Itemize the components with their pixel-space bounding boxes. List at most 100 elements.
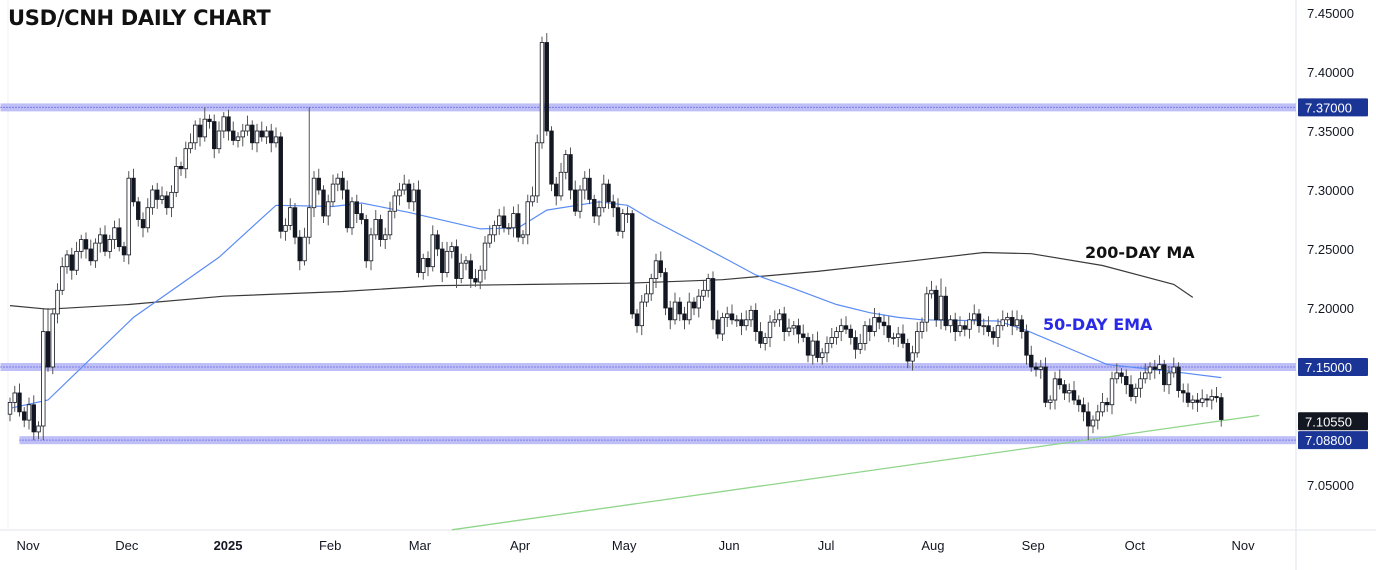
candle-body-up	[967, 319, 972, 330]
candle-body-down	[1033, 366, 1039, 370]
candle-body-up	[1200, 398, 1205, 403]
candle	[634, 309, 640, 333]
candle-body-down	[1181, 390, 1186, 394]
candle	[131, 168, 136, 207]
candle	[1010, 310, 1015, 336]
candle-body-up	[834, 331, 839, 338]
candle	[796, 318, 801, 344]
candle	[254, 123, 260, 153]
candle	[1200, 389, 1205, 408]
candle-body-up	[862, 325, 868, 344]
candle	[1014, 310, 1020, 331]
candle-body-up	[50, 313, 55, 368]
candle	[848, 324, 853, 345]
candle	[772, 310, 777, 327]
candle	[83, 232, 89, 259]
candle-body-up	[373, 219, 378, 236]
candle-body-down	[554, 183, 559, 197]
candle	[497, 208, 502, 235]
candle	[725, 306, 730, 327]
candle-body-down	[867, 325, 872, 333]
candle	[112, 220, 117, 249]
candle-body-down	[1010, 317, 1015, 327]
candle-body-down	[943, 295, 948, 327]
candle-body-up	[649, 278, 654, 295]
candle	[701, 280, 706, 301]
candle	[810, 333, 815, 365]
candle	[687, 292, 692, 325]
candle	[729, 304, 735, 325]
candle	[1000, 310, 1005, 331]
candle-body-up	[929, 289, 934, 295]
candle	[506, 223, 511, 235]
candle-body-up	[283, 224, 288, 232]
candle	[1171, 357, 1176, 378]
candle-body-up	[896, 333, 901, 338]
candle-body-up	[41, 331, 46, 427]
candle	[554, 177, 559, 206]
candle	[644, 284, 649, 307]
candle-body-up	[625, 213, 630, 216]
candle	[1024, 324, 1029, 365]
candle-body-down	[231, 130, 236, 141]
candle-body-down	[805, 337, 811, 356]
candle	[777, 309, 782, 327]
candle	[706, 273, 711, 298]
candle	[340, 171, 345, 200]
candle-body-up	[174, 165, 179, 193]
x-tick-label: Oct	[1125, 538, 1146, 553]
candle	[383, 227, 388, 249]
level-price-label-bg	[1298, 431, 1368, 450]
candle	[69, 247, 74, 280]
candle	[98, 227, 103, 253]
candle	[663, 267, 668, 316]
candle-body-down	[753, 309, 758, 332]
candle-body-up	[725, 313, 730, 318]
candle-body-up	[1067, 390, 1072, 394]
candle	[292, 202, 298, 245]
candle-body-up	[1090, 419, 1096, 427]
candle-body-down	[953, 319, 958, 332]
x-tick-label: May	[612, 538, 637, 553]
candle-body-up	[1048, 399, 1053, 403]
candle-body-up	[64, 254, 70, 268]
candle-body-up	[706, 278, 711, 291]
level-price-label-bg	[1298, 98, 1368, 117]
candle-body-down	[568, 154, 573, 191]
candle	[316, 168, 321, 195]
candle-body-up	[463, 260, 469, 264]
candle-body-down	[587, 177, 592, 200]
candle-body-down	[663, 272, 668, 309]
x-tick-label: Jul	[818, 538, 835, 553]
candle	[649, 273, 654, 301]
candle-body-up	[107, 239, 112, 252]
candle-body-up	[696, 295, 701, 309]
candle-body-down	[340, 177, 345, 191]
x-tick-label: Nov	[16, 538, 40, 553]
candle	[653, 253, 659, 288]
candle	[1109, 371, 1115, 415]
candle	[525, 194, 530, 245]
candle-body-down	[1162, 364, 1167, 386]
candle-body-up	[411, 189, 416, 203]
candle-body-up	[1209, 396, 1214, 401]
candle	[910, 345, 915, 371]
candle-body-up	[159, 195, 165, 200]
candle	[1095, 404, 1100, 430]
candle-body-down	[549, 130, 554, 185]
candle-body-down	[425, 258, 431, 268]
candle	[397, 182, 402, 206]
support-resistance-band	[0, 363, 1296, 371]
candle	[677, 297, 682, 321]
candle-body-up	[763, 337, 768, 344]
candle-body-down	[905, 342, 910, 362]
candle-body-up	[938, 295, 944, 321]
candle-body-down	[634, 313, 640, 327]
candle-body-down	[934, 289, 939, 321]
candle-body-up	[221, 116, 226, 132]
candle	[1190, 395, 1195, 410]
candle-body-up	[7, 401, 13, 415]
candle	[126, 171, 131, 265]
candle	[449, 241, 454, 259]
candle-body-down	[843, 325, 849, 330]
